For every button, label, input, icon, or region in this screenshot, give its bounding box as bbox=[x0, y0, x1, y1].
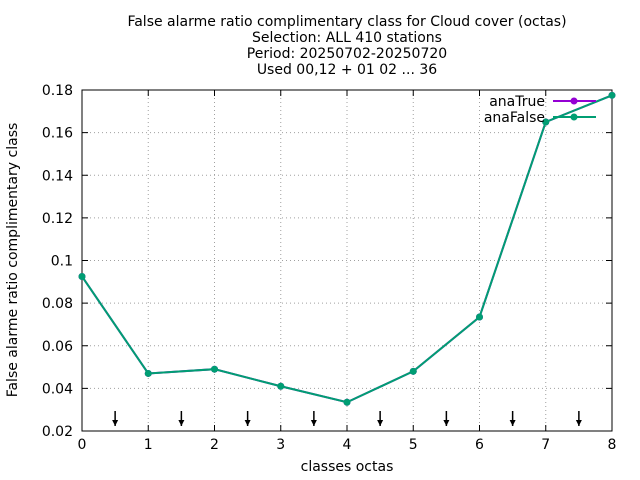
x-tick-label: 0 bbox=[78, 437, 87, 453]
data-point bbox=[277, 382, 285, 390]
x-tick-label: 4 bbox=[343, 437, 352, 453]
series-line bbox=[81, 94, 613, 404]
title-line-1: False alarme ratio complimentary class f… bbox=[127, 14, 566, 30]
arrow-markers bbox=[112, 411, 582, 426]
legend-label: anaFalse bbox=[484, 110, 545, 126]
arrow-head bbox=[377, 420, 384, 426]
x-tick-label: 6 bbox=[475, 437, 484, 453]
data-point bbox=[542, 118, 550, 126]
arrow-marker bbox=[244, 411, 251, 426]
x-tick-label: 5 bbox=[409, 437, 418, 453]
x-axis-label: classes octas bbox=[301, 459, 394, 475]
x-axis-ticks: 0 1 2 3 4 5 6 7 8 bbox=[78, 90, 617, 453]
legend-marker bbox=[570, 113, 578, 121]
x-tick-label: 1 bbox=[144, 437, 153, 453]
x-tick-label: 2 bbox=[210, 437, 219, 453]
grid bbox=[82, 90, 612, 431]
chart-title: False alarme ratio complimentary class f… bbox=[127, 14, 566, 78]
y-tick-label: 0.08 bbox=[42, 296, 73, 312]
y-tick-label: 0.14 bbox=[42, 168, 73, 184]
arrow-head bbox=[244, 420, 251, 426]
arrow-marker bbox=[575, 411, 582, 426]
arrow-marker bbox=[377, 411, 384, 426]
series-line bbox=[81, 94, 613, 404]
data-point bbox=[144, 369, 152, 377]
y-tick-label: 0.16 bbox=[42, 126, 73, 142]
data-point bbox=[409, 367, 417, 375]
title-line-2: Selection: ALL 410 stations bbox=[252, 30, 442, 46]
title-line-3: Period: 20250702-20250720 bbox=[247, 46, 447, 62]
x-tick-label: 7 bbox=[541, 437, 550, 453]
arrow-marker bbox=[178, 411, 185, 426]
legend-label: anaTrue bbox=[489, 94, 545, 110]
series-group bbox=[78, 91, 616, 406]
arrow-head bbox=[575, 420, 582, 426]
arrow-marker bbox=[112, 411, 119, 426]
data-point bbox=[476, 313, 483, 321]
arrow-marker bbox=[509, 411, 516, 426]
y-tick-label: 0.06 bbox=[42, 339, 73, 355]
data-point bbox=[608, 91, 616, 99]
y-axis-label: False alarme ratio complimentary class bbox=[5, 123, 21, 398]
data-point bbox=[78, 272, 86, 280]
y-tick-label: 0.04 bbox=[42, 381, 73, 397]
series-anaFalse bbox=[78, 91, 616, 406]
y-axis-ticks: 0.02 0.04 0.06 0.08 0.1 0.12 0.14 0.16 0.18 bbox=[42, 83, 612, 440]
y-tick-label: 0.1 bbox=[51, 254, 73, 270]
data-point bbox=[343, 398, 351, 406]
y-tick-label: 0.12 bbox=[42, 211, 73, 227]
arrow-head bbox=[443, 420, 450, 426]
x-tick-label: 8 bbox=[608, 437, 617, 453]
y-tick-label: 0.02 bbox=[42, 424, 73, 440]
arrow-head bbox=[509, 420, 516, 426]
arrow-marker bbox=[310, 411, 317, 426]
legend-marker bbox=[570, 97, 578, 105]
y-tick-label: 0.18 bbox=[42, 83, 73, 99]
title-line-4: Used 00,12 + 01 02 ... 36 bbox=[257, 62, 437, 78]
x-tick-label: 3 bbox=[276, 437, 285, 453]
data-point bbox=[211, 365, 218, 373]
arrow-head bbox=[178, 420, 185, 426]
arrow-head bbox=[112, 420, 119, 426]
arrow-head bbox=[310, 420, 317, 426]
arrow-marker bbox=[443, 411, 450, 426]
